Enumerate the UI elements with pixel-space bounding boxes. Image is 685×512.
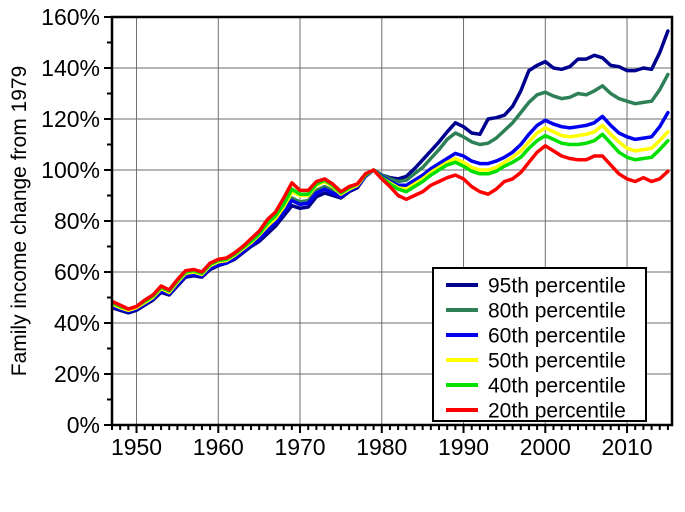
legend-label: 60th percentile [488, 325, 626, 348]
x-tick-label: 2000 [520, 434, 571, 460]
legend-item: 40th percentile [446, 375, 626, 398]
legend-label: 40th percentile [488, 375, 626, 398]
gridlines [112, 17, 672, 425]
legend-item: 80th percentile [446, 300, 626, 323]
legend-item: 95th percentile [446, 275, 626, 298]
y-tick-label: 60% [54, 259, 100, 285]
y-tick-label: 100% [41, 157, 100, 183]
legend-label: 20th percentile [488, 400, 626, 423]
x-tick-label: 1960 [193, 434, 244, 460]
legend-label: 95th percentile [488, 275, 626, 298]
x-tick-label: 1970 [274, 434, 325, 460]
y-tick-label: 40% [54, 310, 100, 336]
legend-label: 80th percentile [488, 300, 626, 323]
series-line-20th-percentile [112, 144, 670, 311]
y-tick-label: 80% [54, 208, 100, 234]
legend-label: 50th percentile [488, 350, 626, 373]
y-tick-label: 0% [67, 412, 100, 438]
x-tick-labels: 1950 1960 1970 1980 1990 2000 2010 [111, 434, 653, 460]
legend-box [432, 267, 647, 422]
x-tick-label: 1990 [438, 434, 489, 460]
y-tick-labels: 0% 20% 40% 60% 80% 100% 120% 140% 160% [41, 4, 100, 438]
axis-ticks [104, 16, 669, 433]
legend-item: 50th percentile [446, 350, 626, 373]
x-tick-label: 1980 [356, 434, 407, 460]
legend-item: 20th percentile [446, 400, 626, 423]
y-tick-label: 20% [54, 361, 100, 387]
y-tick-label: 140% [41, 55, 100, 81]
y-tick-label: 120% [41, 106, 100, 132]
x-tick-label: 2010 [601, 434, 652, 460]
y-tick-label: 160% [41, 4, 100, 30]
x-tick-label: 1950 [111, 434, 162, 460]
y-axis-title: Family income change from 1979 [8, 66, 31, 376]
legend-item: 60th percentile [446, 325, 626, 348]
series-lines [112, 29, 670, 315]
